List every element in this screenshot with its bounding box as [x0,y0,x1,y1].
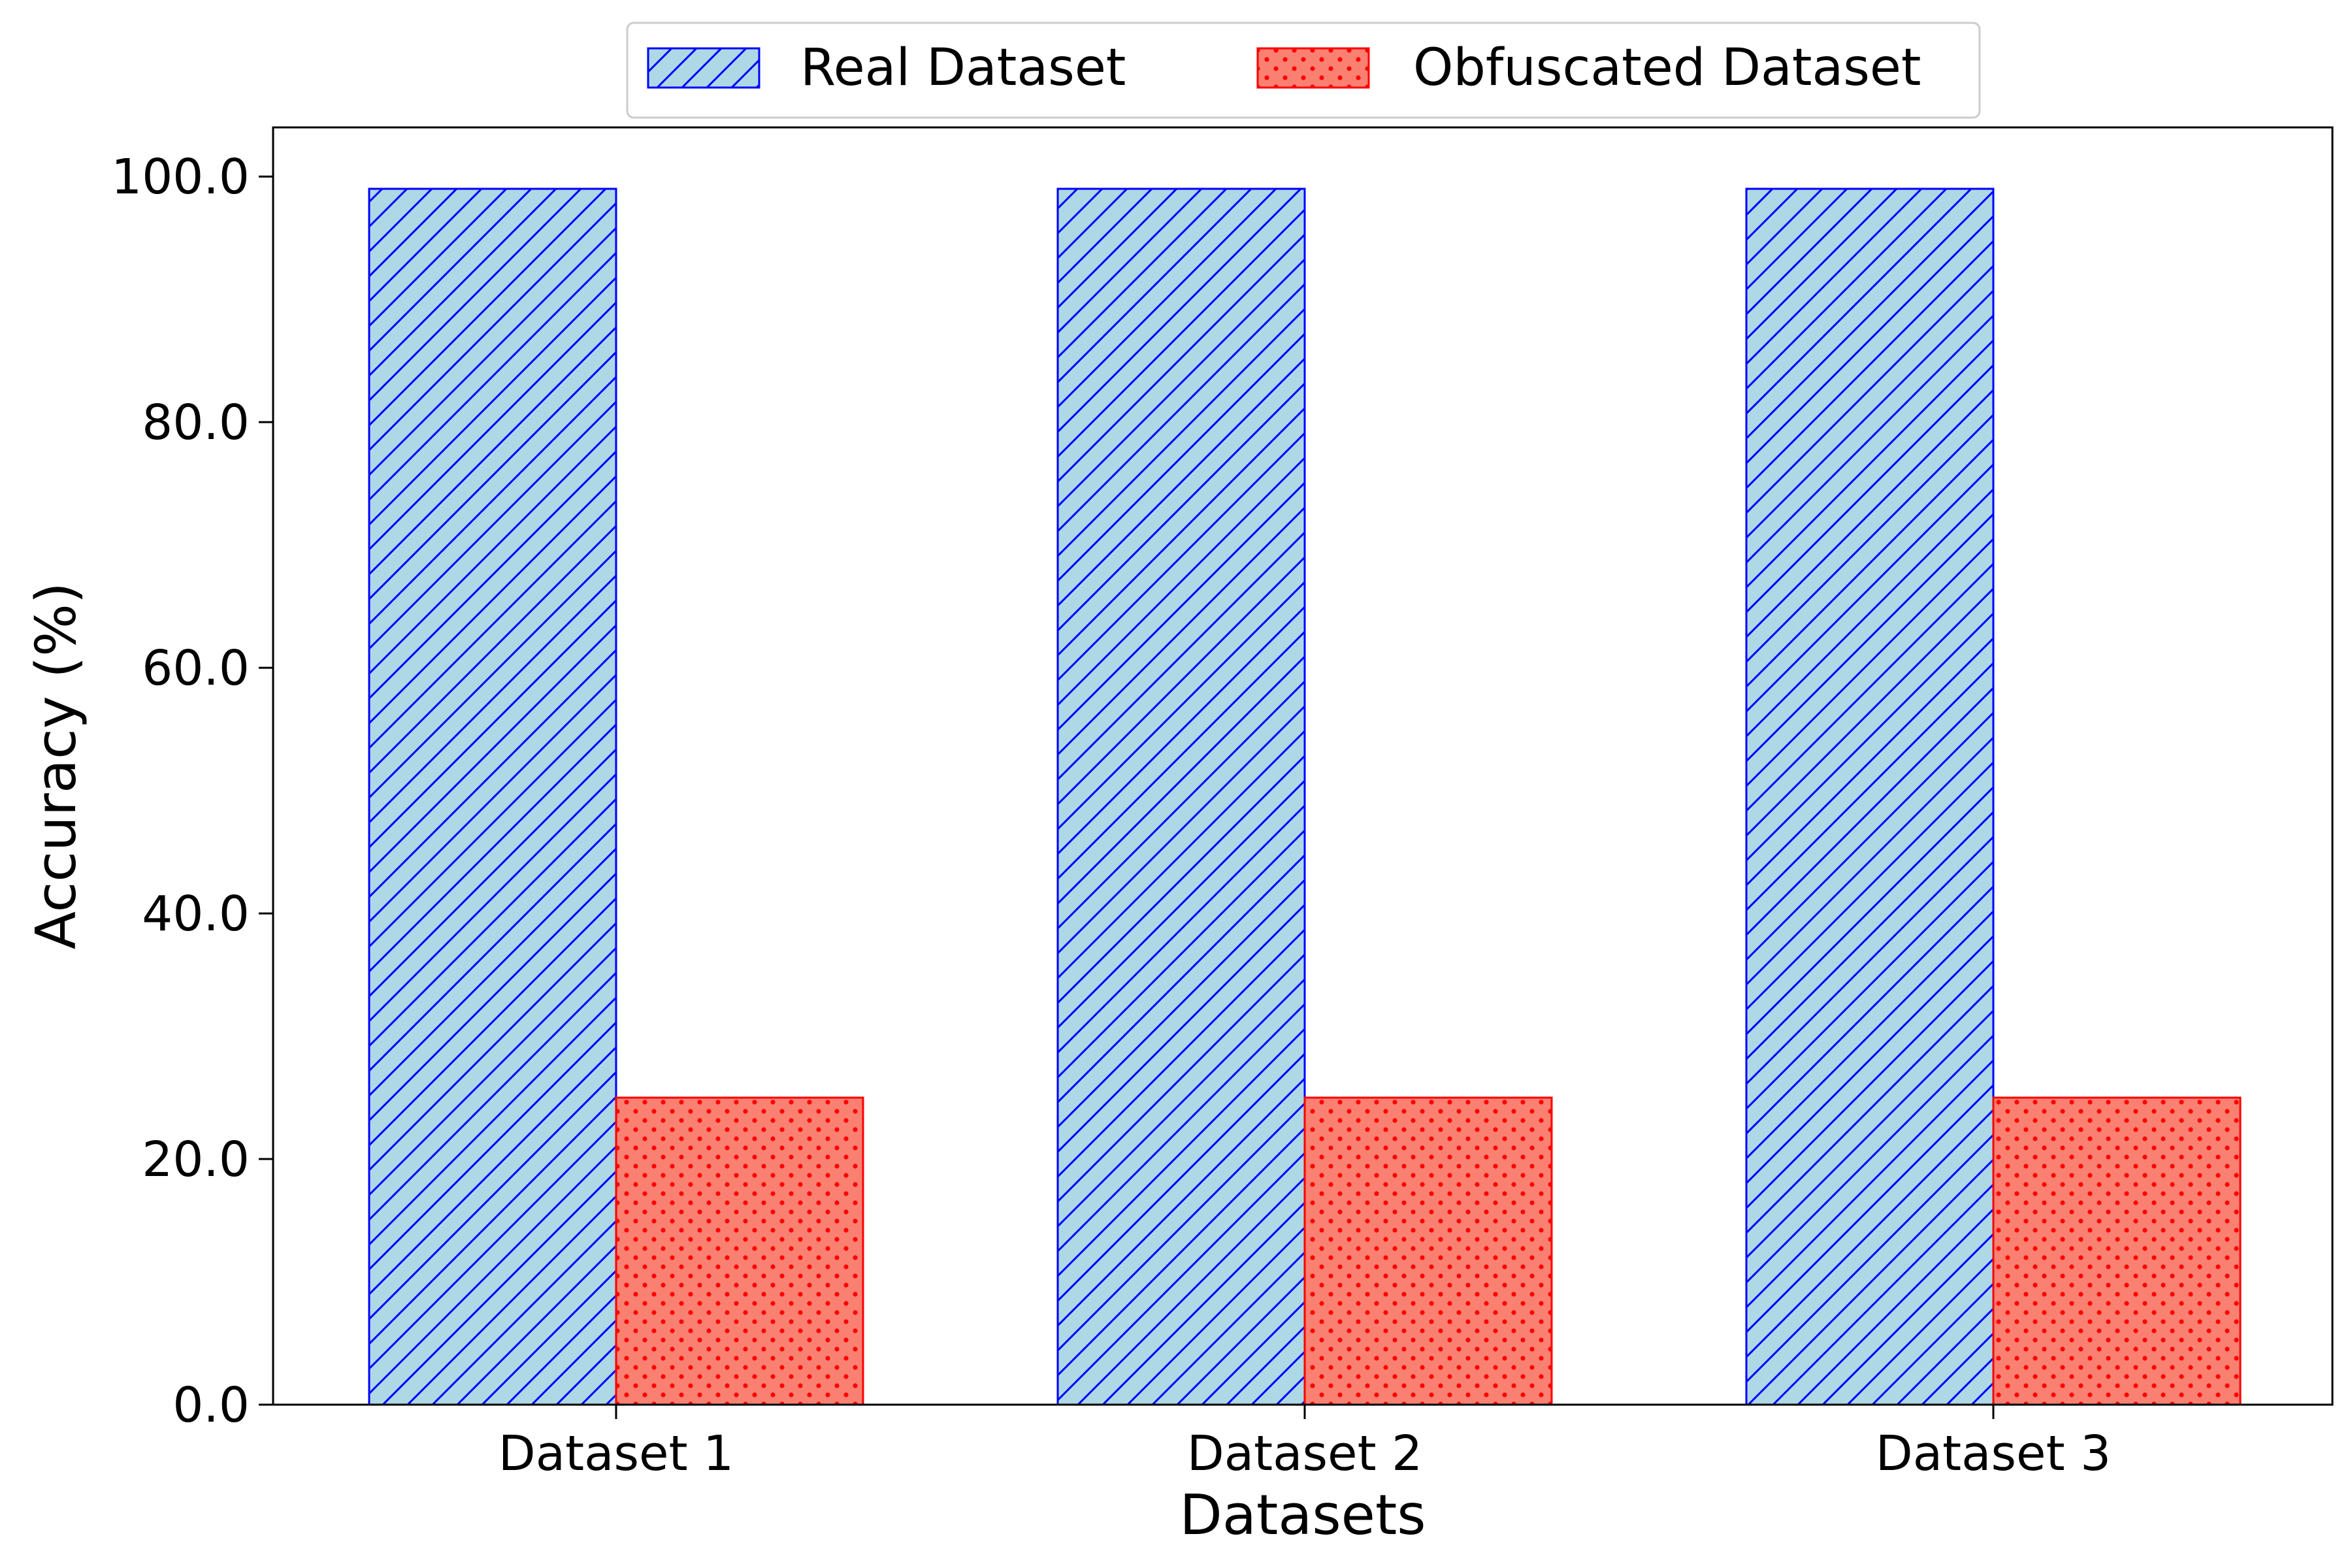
legend-label-real-dataset: Real Dataset [800,39,1126,97]
x-axis-title: Datasets [1179,1483,1426,1548]
y-tick-label: 60.0 [142,640,250,696]
y-tick-label: 20.0 [142,1132,250,1188]
bars [368,188,2242,1406]
x-tick-label: Dataset 2 [1187,1426,1422,1482]
bar-obfuscated-dataset-3 [1992,1096,2242,1406]
legend: Real Dataset Obfuscated Dataset [626,22,1981,119]
x-tick-label: Dataset 3 [1876,1426,2111,1482]
legend-label-obfuscated-dataset: Obfuscated Dataset [1413,39,1921,97]
y-tick-label: 0.0 [172,1377,250,1433]
x-tick-label: Dataset 1 [498,1426,734,1482]
y-tick-label: 80.0 [142,395,250,451]
legend-swatch-real-dataset [647,47,760,89]
plot-area [272,126,2334,1406]
y-tick-label: 100.0 [111,149,250,205]
legend-swatch-obfuscated-dataset [1256,47,1370,89]
x-axis-ticks: Dataset 1 Dataset 2 Dataset 3 [498,1405,2111,1482]
bar-real-dataset-3 [1745,188,1995,1406]
y-axis-ticks: 0.0 20.0 40.0 60.0 80.0 100.0 [111,149,273,1433]
y-axis-title: Accuracy (%) [24,582,89,949]
bar-obfuscated-dataset-1 [615,1096,864,1406]
bar-real-dataset-1 [368,188,617,1406]
bar-real-dataset-2 [1056,188,1306,1406]
bar-obfuscated-dataset-2 [1303,1096,1553,1406]
y-tick-label: 40.0 [142,886,250,942]
plot-frame [272,126,2334,1406]
